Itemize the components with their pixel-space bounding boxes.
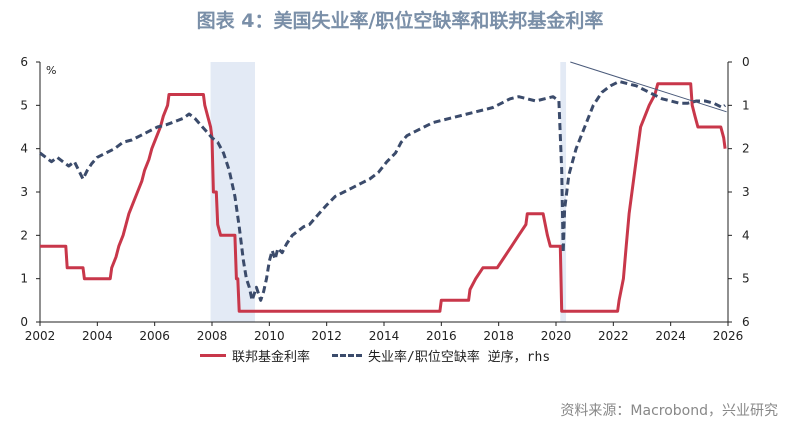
left-tick-label: 5 [20, 98, 28, 112]
right-tick-label: 5 [742, 272, 750, 286]
x-tick-label: 2010 [254, 329, 285, 343]
left-axis-unit: % [46, 64, 56, 77]
x-tick-label: 2018 [483, 329, 514, 343]
legend-swatch-vacancy-ratio [332, 354, 363, 357]
x-tick-label: 2022 [598, 329, 629, 343]
legend-label-fed-funds: 联邦基金利率 [232, 350, 311, 365]
right-tick-label: 2 [742, 142, 750, 156]
series-line-fed-funds [40, 82, 727, 313]
left-tick-label: 0 [20, 315, 28, 329]
x-tick-label: 2016 [426, 329, 457, 343]
right-tick-label: 4 [742, 228, 750, 242]
legend-vacancy-ratio: 失业率/职位空缺率 逆序，rhs [332, 346, 550, 365]
legend-fed-funds: 联邦基金利率 [200, 346, 310, 365]
x-tick-label: 2014 [369, 329, 400, 343]
right-tick-label: 1 [742, 98, 750, 112]
x-tick-label: 2004 [82, 329, 113, 343]
left-tick-label: 1 [20, 272, 28, 286]
x-tick-label: 2012 [311, 329, 342, 343]
series-line-vacancy-ratio [39, 80, 727, 302]
left-tick-label: 2 [20, 228, 28, 242]
legend-label-vacancy-ratio: 失业率/职位空缺率 逆序，rhs [368, 350, 551, 365]
recession-band-0 [210, 62, 255, 322]
x-tick-label: 2008 [197, 329, 228, 343]
x-tick-label: 2024 [655, 329, 686, 343]
right-tick-label: 6 [742, 315, 750, 329]
x-tick-label: 2002 [25, 329, 56, 343]
series-line-trend [570, 61, 727, 113]
right-tick-label: 3 [742, 185, 750, 199]
chart-legend: 联邦基金利率 失业率/职位空缺率 逆序，rhs [200, 346, 572, 365]
x-tick-label: 2020 [541, 329, 572, 343]
right-tick-label: 0 [742, 55, 750, 69]
x-tick-label: 2026 [713, 329, 744, 343]
chart-title: 图表 4：美国失业率/职位空缺率和联邦基金利率 [196, 10, 604, 32]
left-tick-label: 3 [20, 185, 28, 199]
legend-swatch-fed-funds [200, 354, 226, 357]
source-note: 资料来源：Macrobond，兴业研究 [560, 403, 778, 419]
left-tick-label: 4 [20, 142, 28, 156]
left-tick-label: 6 [20, 55, 28, 69]
x-tick-label: 2006 [139, 329, 170, 343]
